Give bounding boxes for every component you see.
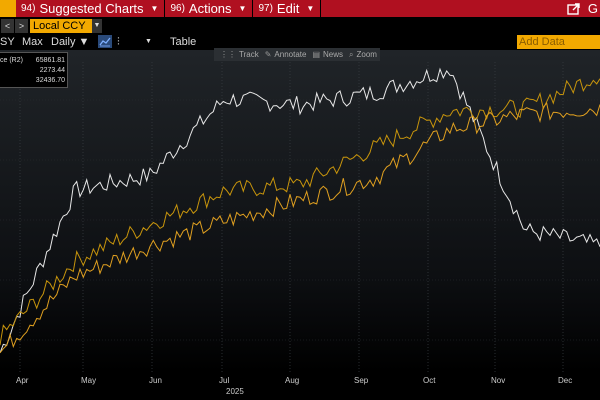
x-tick-label: Sep [354,376,369,385]
menu-bar: 94) Suggested Charts ▼ 96) Actions ▼ 97)… [0,0,600,17]
back-button[interactable]: < [1,19,14,33]
legend-row: 32436.70 [0,75,68,86]
forward-button[interactable]: > [15,19,28,33]
menu-label: Actions [188,1,232,16]
x-tick-label: Jun [149,376,162,385]
menu-right: G [567,0,600,17]
chart-area[interactable] [0,50,600,372]
drag-handle-icon: ⋮⋮ [220,50,236,59]
zoom-label: Zoom [356,50,377,59]
dropdown-arrow-icon: ▼ [306,4,315,13]
news-tool[interactable]: ▤ News [312,50,343,59]
zoom-tool[interactable]: ⌕ Zoom [349,50,377,60]
menu-number: 96) [170,3,185,14]
max-button[interactable]: Max [22,36,43,48]
legend-name: ce (R2) [0,57,23,64]
menu-label: Edit [276,1,300,16]
series-lines [0,67,600,354]
legend-value: 65861.81 [35,57,65,64]
annotate-tool[interactable]: ✎ Annotate [265,50,307,59]
menu-label: Suggested Charts [39,1,144,16]
chart-tools-bar: ⋮⋮ Track ✎ Annotate ▤ News ⌕ Zoom [214,48,380,61]
menu-actions[interactable]: 96) Actions ▼ [165,0,254,17]
x-axis: Apr May Jun Jul Aug Sep Oct Nov Dec 2025 [0,372,600,400]
series-line-1 [0,67,600,354]
annotate-label: Annotate [274,50,307,59]
line-chart-icon[interactable] [98,35,112,48]
news-icon: ▤ [312,50,320,59]
news-label: News [323,50,344,59]
x-tick-label: Oct [423,376,436,385]
menu-lead-block [0,0,16,17]
legend-box: ce (R2) 65861.81 2273.44 32436.70 [0,52,68,88]
x-tick-label: Aug [285,376,300,385]
table-button[interactable]: Table [170,36,197,48]
pencil-icon: ✎ [264,50,272,59]
track-tool[interactable]: ⋮⋮ Track [220,50,259,59]
x-tick-label: Apr [16,376,29,385]
grid-lines [0,62,600,372]
candlestick-icon[interactable]: ⫶ [117,36,120,48]
track-label: Track [239,50,259,59]
currency-select[interactable]: Local CCY [30,19,102,33]
legend-row: 2273.44 [0,65,68,76]
menu-number: 97) [258,3,273,14]
currency-row: < > Local CCY ▼ [0,19,600,34]
year-label: 2025 [226,387,244,396]
menu-number: 94) [21,3,36,14]
frequency-select[interactable]: Daily ▼ [51,36,90,48]
legend-value: 2273.44 [39,67,65,74]
series-line-3 [0,102,600,354]
x-tick-label: Jul [219,376,230,385]
export-icon[interactable] [567,2,581,15]
add-data-input[interactable]: Add Data [517,35,600,49]
zoom-icon: ⌕ [349,49,354,59]
legend-value: 32436.70 [35,77,65,84]
menu-suggested-charts[interactable]: 94) Suggested Charts ▼ [16,0,166,17]
x-tick-label: Dec [558,376,573,385]
dropdown-arrow-icon: ▼ [238,4,247,13]
chevron-down-icon[interactable]: ▼ [92,19,102,33]
x-tick-label: Nov [491,376,506,385]
menu-edit[interactable]: 97) Edit ▼ [253,0,322,17]
period-button[interactable]: SY [0,36,15,48]
series-line-2 [0,78,600,346]
x-tick-label: May [81,376,97,385]
legend-row: ce (R2) 65861.81 [0,55,68,66]
dropdown-arrow-icon: ▼ [150,4,159,13]
chevron-down-icon[interactable]: ▼ [145,38,152,45]
chart-controls: SY Max Daily ▼ ⫶ ▼ Table [0,35,600,49]
menu-right-label[interactable]: G [587,1,598,16]
